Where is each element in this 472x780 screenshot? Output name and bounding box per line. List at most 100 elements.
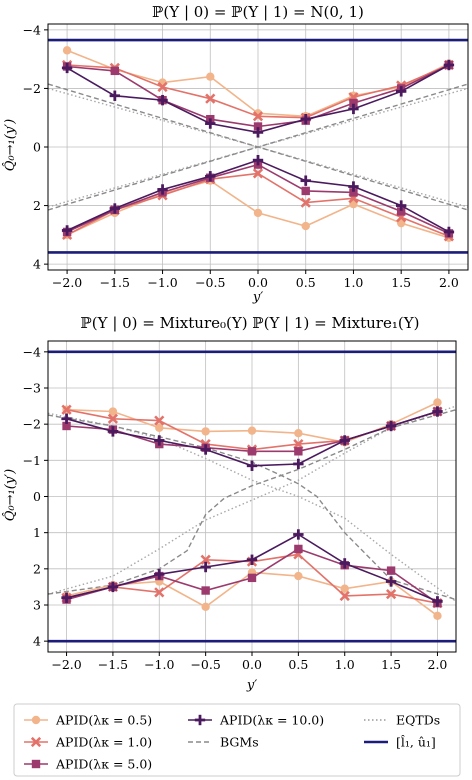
- legend: APID(λκ = 0.5) APID(λκ = 10.0) EQTDs APID(λ…: [13, 703, 461, 777]
- legend-item: APID(λκ = 0.5): [24, 713, 152, 728]
- data-point: [200, 561, 211, 573]
- tick-label-x: 0.5: [296, 275, 316, 290]
- data-point: [154, 587, 165, 598]
- data-point: [107, 426, 119, 437]
- tick-label-x: 0.0: [242, 657, 262, 672]
- data-point: [339, 435, 350, 446]
- data-point: [443, 226, 455, 238]
- tick-label-x: 1.5: [381, 657, 401, 672]
- data-point: [107, 413, 119, 424]
- data-point: [253, 122, 263, 131]
- panel-bottom-plot: −2.0 −1.5 −1.0 −0.5 0.0 0.5 1.0 1.5 2.0 −4 −3 −2 −1 0…: [23, 340, 457, 672]
- data-point: [349, 98, 358, 108]
- data-point: [293, 458, 304, 470]
- tick-label-y: 2: [33, 198, 41, 213]
- top-ticks: −2.0 −1.5 −1.0 −0.5 0.0 0.5 1.0 1.5 2.0 −4 −2 0 2 4: [23, 22, 459, 290]
- data-point: [300, 197, 311, 208]
- data-point: [205, 93, 216, 104]
- legend-item: BGMs: [188, 735, 259, 750]
- bgm-curve-upper: [48, 414, 456, 601]
- panel-top-title: ℙ(Y | 0) = ℙ(Y | 1) = N(0, 1): [152, 3, 364, 21]
- legend-item: APID(λκ = 5.0): [24, 757, 152, 772]
- data-point: [61, 62, 73, 74]
- data-point: [157, 81, 168, 93]
- data-point: [385, 576, 397, 587]
- data-point: [294, 447, 303, 456]
- data-point: [300, 175, 311, 186]
- tick-label-x: −2.0: [52, 275, 82, 290]
- tick-label-y: 4: [33, 634, 41, 649]
- data-point: [433, 398, 442, 407]
- data-point: [246, 460, 258, 471]
- legend-swatch-marker: [31, 715, 41, 725]
- tick-label-x: 1.0: [344, 275, 364, 290]
- data-point: [252, 127, 264, 138]
- data-point: [253, 208, 263, 218]
- panel-top-xlabel: y′: [252, 290, 263, 305]
- data-point: [154, 435, 165, 446]
- tick-label-x: −1.0: [144, 657, 174, 672]
- data-point: [348, 103, 359, 115]
- tick-label-y: −3: [23, 381, 41, 396]
- tick-label-x: −2.0: [51, 657, 81, 672]
- panel-top: ℙ(Y | 0) = ℙ(Y | 1) = N(0, 1) −2.0 −1.5 −1…: [2, 3, 469, 305]
- tick-label-y: 3: [33, 597, 41, 612]
- tick-label-x: 2.0: [428, 657, 448, 672]
- data-point: [107, 581, 119, 593]
- data-point: [61, 225, 73, 236]
- data-point: [252, 111, 264, 122]
- legend-label: EQTDs: [396, 713, 440, 728]
- data-point: [395, 86, 407, 97]
- data-point: [294, 544, 303, 554]
- panel-bottom: ℙ(Y | 0) = Mixture₀(Y) ℙ(Y | 1) = Mixtur…: [2, 314, 457, 693]
- data-point: [246, 554, 258, 565]
- data-point: [200, 444, 211, 455]
- data-point: [247, 573, 257, 583]
- data-point: [247, 426, 257, 435]
- data-point: [385, 420, 397, 432]
- data-point: [108, 407, 118, 416]
- legend-item: [l̂₁, û₁]: [364, 734, 436, 750]
- data-point: [301, 221, 310, 231]
- data-point: [433, 611, 442, 621]
- data-point: [339, 558, 350, 569]
- eqtd-curve-lower: [48, 146, 468, 208]
- legend-label: APID(λκ = 10.0): [219, 713, 324, 728]
- data-point: [200, 554, 211, 565]
- tick-label-x: 0.5: [288, 657, 308, 672]
- legend-label: APID(λκ = 5.0): [55, 757, 152, 772]
- data-point: [293, 529, 304, 540]
- data-point: [385, 589, 397, 600]
- legend-swatch-marker: [194, 714, 206, 726]
- data-point: [155, 423, 164, 432]
- series-apid-3: [61, 59, 455, 238]
- top-plot-area: [48, 38, 468, 254]
- bgm-curve-lower: [48, 146, 468, 211]
- tick-label-x: 0.0: [248, 275, 268, 290]
- eqtd-curve-upper: [48, 87, 468, 148]
- panel-bottom-xlabel: y′: [246, 678, 257, 693]
- data-point: [205, 171, 216, 182]
- bottom-plot-area: [48, 350, 456, 643]
- series-apid-3: [61, 406, 443, 607]
- data-point: [395, 200, 407, 211]
- data-point: [201, 427, 210, 436]
- data-point: [201, 586, 210, 595]
- data-point: [396, 207, 406, 216]
- eqtd-curve-lower: [48, 405, 456, 595]
- tick-label-x: 2.0: [439, 275, 459, 290]
- legend-label: [l̂₁, û₁]: [396, 734, 436, 750]
- tick-label-y: −4: [23, 22, 41, 37]
- tick-label-x: 1.0: [335, 657, 355, 672]
- data-point: [348, 181, 359, 192]
- legend-swatch-marker: [31, 759, 41, 769]
- data-point: [294, 571, 303, 581]
- data-point: [61, 413, 72, 424]
- data-point: [109, 203, 121, 214]
- legend-item: APID(λκ = 10.0): [188, 713, 324, 728]
- data-point: [432, 596, 443, 607]
- data-point: [301, 186, 310, 196]
- data-point: [154, 415, 165, 426]
- data-point: [340, 584, 349, 593]
